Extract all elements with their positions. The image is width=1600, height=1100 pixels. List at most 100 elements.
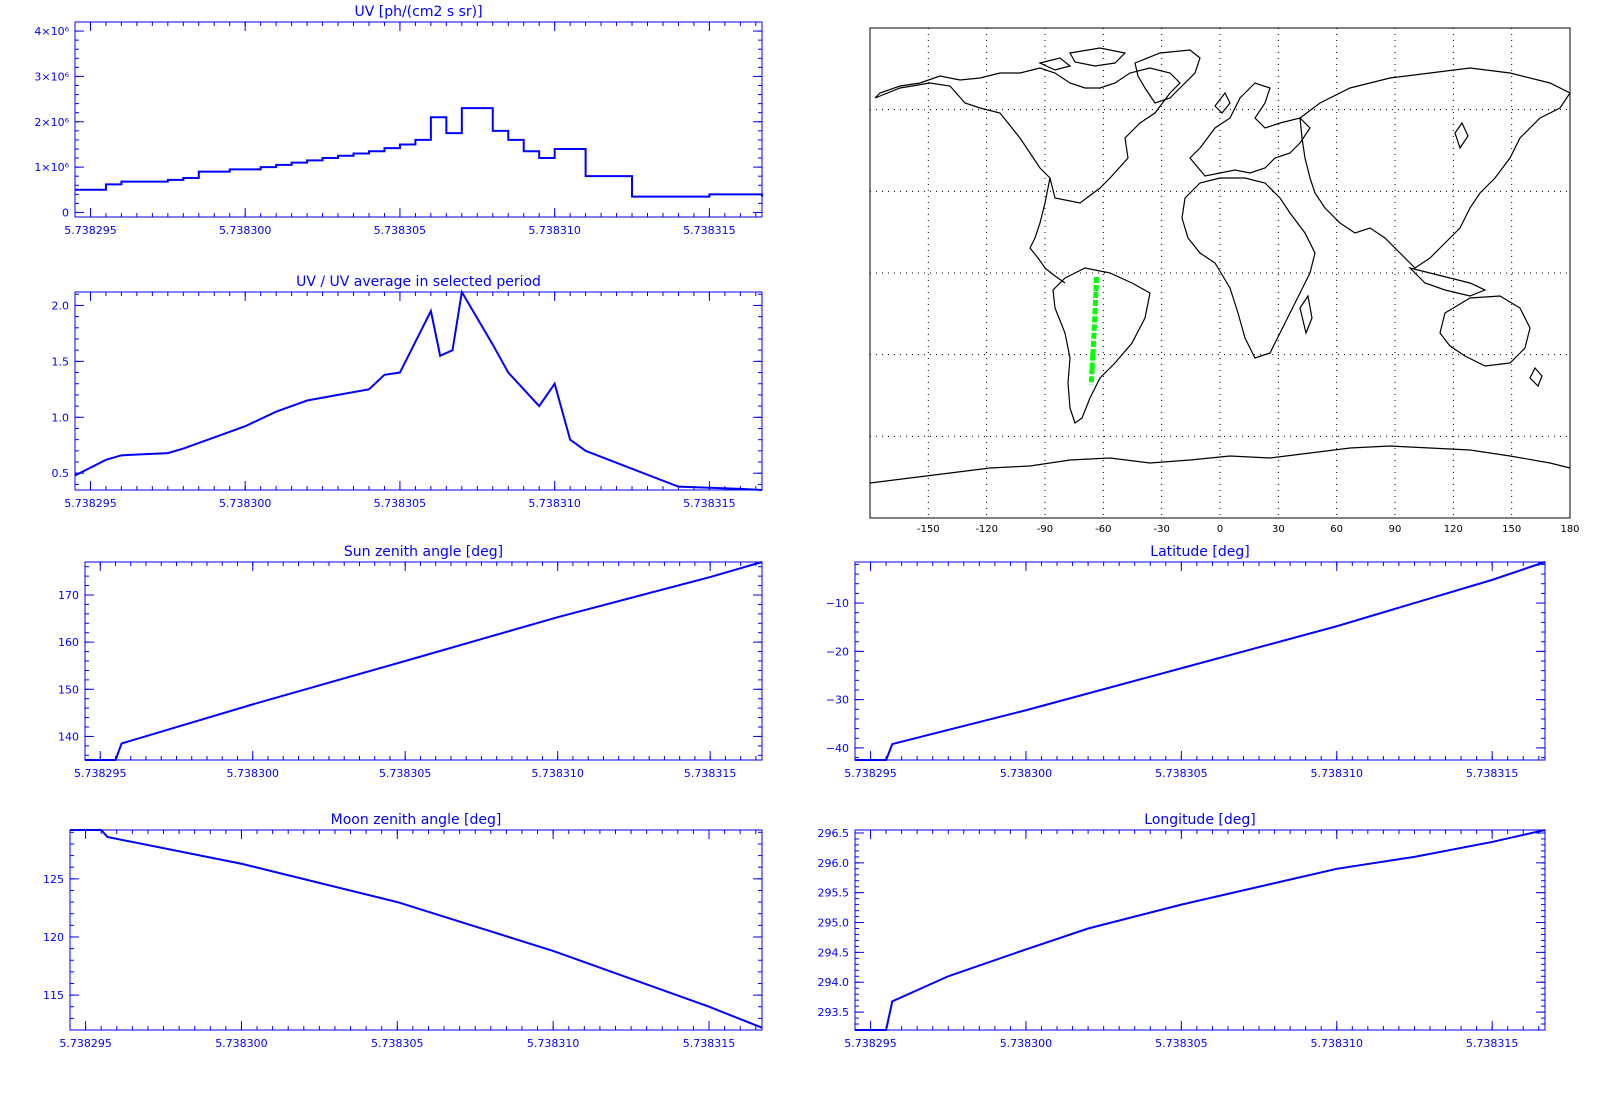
- x-tick-label: 5.738295: [844, 1037, 897, 1050]
- track-segment: [1092, 291, 1099, 309]
- map-x-tick-label: -120: [975, 524, 998, 535]
- y-tick-label: −20: [826, 645, 849, 658]
- y-tick-label: −40: [826, 742, 849, 755]
- y-tick-label: 125: [43, 873, 64, 886]
- y-tick-label: 0.5: [52, 467, 70, 480]
- series-line: [85, 561, 763, 761]
- track-segment: [1088, 368, 1095, 385]
- mza-panel: Moon zenith angle [deg] 5.738295 5.738300 5…: [43, 812, 763, 1050]
- y-tick-label: 1.0: [52, 411, 70, 424]
- uv-chart: UV [ph/(cm2 s sr)] 5.738295 5.738300 5.7383…: [34, 4, 763, 237]
- y-tick-label: 1.5: [52, 355, 70, 368]
- y-tick-label: 1×10⁶: [34, 161, 69, 174]
- x-tick-label: 5.738300: [1000, 767, 1053, 780]
- x-tick-label: 5.738310: [528, 497, 581, 510]
- y-tick-label: 296.5: [818, 827, 850, 840]
- x-tick-label: 5.738310: [528, 224, 581, 237]
- plot-frame: [74, 21, 763, 218]
- lat-panel: Latitude [deg] 5.738295 5.738300 5.738305 5.…: [826, 544, 1546, 780]
- series-line: [855, 829, 1546, 1031]
- sza-panel: Sun zenith angle [deg] 5.738295 5.738300 5.…: [58, 544, 763, 780]
- map-x-tick-label: 60: [1330, 524, 1343, 535]
- chart-title: UV / UV average in selected period: [296, 274, 541, 290]
- uv-ratio-chart: UV / UV average in selected period 5.7382…: [52, 274, 763, 510]
- map-x-tick-label: -60: [1095, 524, 1111, 535]
- track-segment: [1090, 340, 1097, 355]
- x-tick-label: 5.738300: [219, 224, 272, 237]
- track-segment: [1093, 276, 1100, 293]
- plot-frame: [74, 291, 763, 491]
- track-segment: [1089, 354, 1096, 369]
- x-tick-label: 5.738315: [1466, 1037, 1519, 1050]
- track-segment: [1091, 324, 1097, 342]
- x-tick-label: 5.738310: [527, 1037, 580, 1050]
- plot-frame: [69, 829, 763, 1031]
- x-tick-label: 5.738300: [1000, 1037, 1053, 1050]
- chart-title: Latitude [deg]: [1150, 544, 1249, 560]
- lon-panel: Longitude [deg] 5.738295 5.738300 5.738305 5…: [818, 812, 1546, 1050]
- x-tick-label: 5.738310: [1311, 767, 1364, 780]
- y-tick-label: 2×10⁶: [34, 116, 69, 129]
- y-tick-label: 140: [58, 730, 79, 743]
- x-tick-label: 5.738315: [683, 497, 736, 510]
- x-tick-label: 5.738305: [379, 767, 432, 780]
- y-tick-label: 170: [58, 589, 79, 602]
- x-tick-label: 5.738295: [64, 224, 117, 237]
- y-tick-label: 120: [43, 931, 64, 944]
- y-tick-label: 115: [43, 989, 64, 1002]
- uv-panel: UV [ph/(cm2 s sr)] 5.738295 5.738300 5.7383…: [34, 4, 763, 237]
- x-tick-label: 5.738305: [374, 224, 427, 237]
- map-coastlines: [869, 47, 1571, 484]
- map-x-tick-label: -30: [1153, 524, 1169, 535]
- series-line: [70, 829, 763, 1029]
- y-tick-label: 295.5: [818, 887, 850, 900]
- y-tick-label: 294.5: [818, 946, 850, 959]
- x-tick-label: 5.738300: [226, 767, 279, 780]
- y-tick-label: 296.0: [818, 857, 850, 870]
- plot-frame: [854, 829, 1546, 1031]
- y-tick-label: 3×10⁶: [34, 70, 69, 83]
- series-line: [855, 561, 1546, 761]
- lat-chart: Latitude [deg] 5.738295 5.738300 5.738305 5.…: [826, 544, 1546, 780]
- x-tick-label: 5.738310: [1311, 1037, 1364, 1050]
- x-tick-label: 5.738310: [531, 767, 584, 780]
- map-x-tick-label: 120: [1444, 524, 1463, 535]
- chart-title: UV [ph/(cm2 s sr)]: [354, 4, 482, 20]
- y-tick-label: 2.0: [52, 299, 70, 312]
- map-x-tick-label: 150: [1502, 524, 1521, 535]
- map-x-tick-label: 180: [1560, 524, 1579, 535]
- x-tick-label: 5.738295: [64, 497, 117, 510]
- map-grid: [870, 28, 1570, 518]
- series-line: [75, 107, 763, 198]
- x-tick-label: 5.738305: [1155, 1037, 1208, 1050]
- x-tick-label: 5.738315: [683, 224, 736, 237]
- chart-title: Sun zenith angle [deg]: [344, 544, 503, 560]
- x-tick-label: 5.738295: [59, 1037, 112, 1050]
- x-tick-label: 5.738305: [374, 497, 427, 510]
- series-line: [74, 289, 763, 491]
- y-tick-label: 4×10⁶: [34, 25, 69, 38]
- world-map: -150 -120 -90 -60 -30 0 30 60 90 120 150 180: [869, 27, 1580, 535]
- x-tick-label: 5.738315: [1466, 767, 1519, 780]
- chart-title: Longitude [deg]: [1144, 812, 1255, 828]
- x-tick-label: 5.738295: [844, 767, 897, 780]
- y-tick-label: −10: [826, 597, 849, 610]
- y-tick-label: 295.0: [818, 917, 850, 930]
- track-segment: [1091, 308, 1098, 325]
- y-tick-label: −30: [826, 694, 849, 707]
- chart-title: Moon zenith angle [deg]: [331, 812, 502, 828]
- plot-frame: [854, 561, 1546, 761]
- map-x-tick-label: -150: [917, 524, 940, 535]
- x-tick-label: 5.738315: [684, 767, 737, 780]
- x-tick-label: 5.738315: [683, 1037, 736, 1050]
- x-tick-label: 5.738295: [74, 767, 127, 780]
- map-x-tick-label: -90: [1037, 524, 1053, 535]
- x-tick-label: 5.738305: [1155, 767, 1208, 780]
- y-tick-label: 294.0: [818, 976, 850, 989]
- x-tick-label: 5.738300: [219, 497, 272, 510]
- y-tick-label: 293.5: [818, 1006, 850, 1019]
- y-tick-label: 150: [58, 683, 79, 696]
- ground-track: [1088, 276, 1100, 385]
- map-xaxis: -150 -120 -90 -60 -30 0 30 60 90 120 150 180: [917, 524, 1580, 535]
- map-x-tick-label: 90: [1389, 524, 1402, 535]
